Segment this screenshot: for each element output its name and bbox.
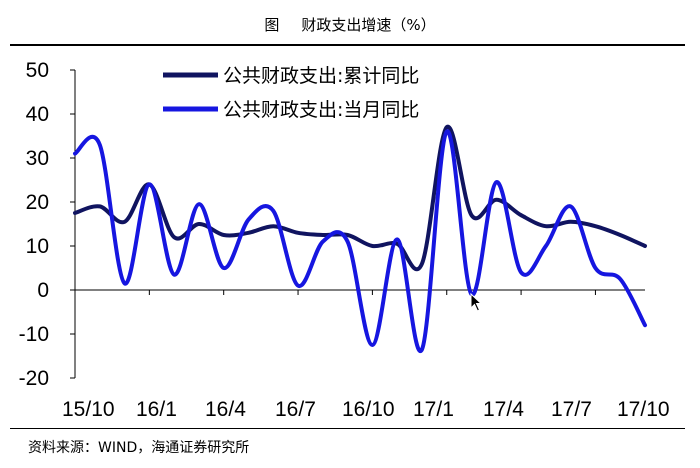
y-tick-label: 10 bbox=[26, 235, 49, 258]
footer-divider bbox=[10, 428, 685, 429]
x-tick-label: 15/10 bbox=[62, 398, 115, 421]
line-chart: 50 40 30 20 10 0 -10 -20 15/10 16/1 16/4 16/7 16/10 1… bbox=[19, 59, 670, 421]
x-tick-label: 16/7 bbox=[275, 398, 316, 421]
y-tick-label: -10 bbox=[19, 323, 49, 346]
x-tick-label: 17/4 bbox=[483, 398, 524, 421]
legend-label: 公共财政支出:累计同比 bbox=[223, 65, 419, 87]
x-tick-label: 17/10 bbox=[617, 398, 670, 421]
y-tick-label: 50 bbox=[26, 59, 49, 82]
monthly-yoy-line bbox=[73, 129, 647, 354]
chart-lines bbox=[73, 125, 647, 354]
source-note: 资料来源：WIND，海通证券研究所 bbox=[28, 440, 250, 456]
y-tick-label: 20 bbox=[26, 191, 49, 214]
title-divider bbox=[10, 44, 685, 46]
figure-label: 图 bbox=[264, 16, 280, 34]
x-tick-label: 16/1 bbox=[136, 398, 177, 421]
legend-label: 公共财政支出:当月同比 bbox=[223, 99, 419, 121]
x-tick-label: 17/1 bbox=[413, 398, 454, 421]
x-tick-label: 16/4 bbox=[205, 398, 246, 421]
y-tick-label: 40 bbox=[26, 103, 49, 126]
y-tick-label: 30 bbox=[26, 147, 49, 170]
y-tick-label: 0 bbox=[37, 279, 49, 302]
cumulative-yoy-line bbox=[73, 125, 647, 272]
chart-ticks: 50 40 30 20 10 0 -10 -20 15/10 16/1 16/4 16/7 16/10 1… bbox=[19, 59, 670, 421]
chart-title: 图 财政支出增速（%） bbox=[0, 14, 700, 35]
x-tick-label: 16/10 bbox=[342, 398, 395, 421]
mouse-cursor-icon bbox=[470, 293, 483, 312]
y-tick-label: -20 bbox=[19, 367, 49, 390]
chart-title-text: 财政支出增速（%） bbox=[301, 16, 436, 34]
x-tick-label: 17/7 bbox=[551, 398, 592, 421]
